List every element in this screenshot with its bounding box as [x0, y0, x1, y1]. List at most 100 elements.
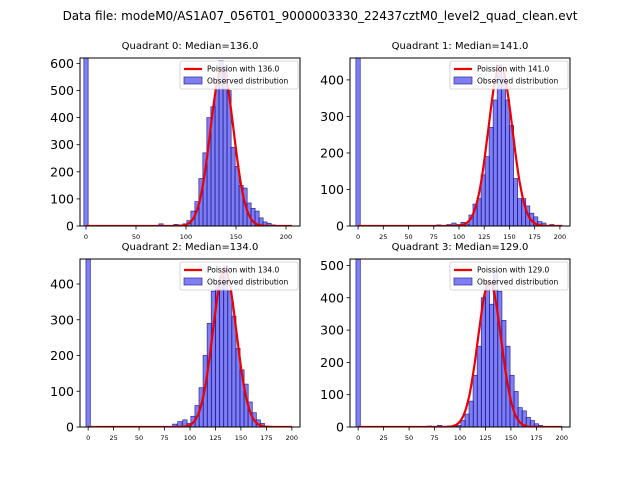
- x-tick-label: 150: [235, 434, 247, 442]
- histogram-bar: [451, 222, 457, 226]
- x-tick-label: 0: [86, 434, 90, 442]
- legend-fit-label: Poission with 134.0: [207, 266, 280, 275]
- histogram-bar: [468, 400, 474, 427]
- panels: Quadrant 0: Median=136.0 0 50 100 150 200 0 100…: [50, 41, 571, 442]
- legend-observed-swatch: [453, 277, 473, 286]
- x-tick-label: 100: [184, 434, 196, 442]
- y-tick-label: 200: [320, 145, 344, 160]
- histogram-bar: [472, 374, 478, 427]
- histogram-bar: [355, 58, 361, 226]
- x-tick-label: 25: [109, 434, 117, 442]
- legend: Poission with 129.0 Observed distribution: [449, 261, 569, 291]
- histogram-bar: [177, 421, 183, 427]
- legend-fit-label: Poission with 136.0: [207, 65, 280, 74]
- y-tick-label: 300: [320, 323, 344, 338]
- histogram-bar: [489, 303, 495, 427]
- axes-frame: [79, 57, 301, 227]
- y-tick-label: 400: [320, 290, 344, 305]
- y-tick-label: 300: [50, 137, 74, 152]
- y-tick-label: 100: [50, 191, 74, 206]
- chart-panel-1: Quadrant 1: Median=141.0 0 25 50 75 100 125 150…: [320, 41, 571, 241]
- y-tick-label: 100: [50, 384, 74, 399]
- y-tick-label: 0: [66, 420, 74, 435]
- x-tick-label: 100: [454, 434, 466, 442]
- legend-box: [179, 60, 299, 90]
- x-tick-label: 0: [84, 233, 88, 241]
- x-tick-label: 200: [280, 233, 292, 241]
- legend-box: [179, 261, 299, 291]
- y-tick-label: 0: [336, 420, 344, 435]
- y-tick-label: 500: [50, 83, 74, 98]
- legend-observed-label: Observed distribution: [477, 77, 558, 86]
- histogram-bar: [484, 281, 491, 427]
- x-tick-label: 175: [260, 434, 272, 442]
- y-tick-label: 300: [320, 109, 344, 124]
- legend-observed-label: Observed distribution: [477, 278, 558, 287]
- histogram-bar: [355, 259, 361, 427]
- y-tick-label: 200: [50, 348, 74, 363]
- legend-box: [449, 60, 569, 90]
- x-tick-label: 25: [379, 233, 387, 241]
- panel-title: Quadrant 1: Median=141.0: [392, 41, 529, 52]
- x-tick-label: 0: [356, 233, 360, 241]
- x-tick-label: 200: [286, 434, 298, 442]
- legend: Poission with 134.0 Observed distribution: [179, 261, 299, 291]
- panel-title: Quadrant 3: Median=129.0: [392, 242, 529, 253]
- y-tick-label: 200: [50, 164, 74, 179]
- x-tick-label: 50: [135, 434, 143, 442]
- legend-observed-label: Observed distribution: [207, 77, 288, 86]
- legend-observed-label: Observed distribution: [207, 278, 288, 287]
- histogram-bar: [219, 276, 225, 427]
- x-tick-label: 25: [379, 434, 387, 442]
- chart-panel-0: Quadrant 0: Median=136.0 0 50 100 150 200 0 100…: [50, 41, 301, 241]
- histogram-bar: [231, 315, 237, 427]
- x-tick-label: 150: [503, 233, 515, 241]
- histogram-bar: [464, 413, 470, 427]
- y-tick-label: 0: [336, 219, 344, 234]
- y-tick-label: 200: [320, 355, 344, 370]
- x-tick-label: 75: [430, 434, 438, 442]
- x-tick-label: 125: [478, 233, 490, 241]
- legend-fit-label: Poission with 141.0: [477, 65, 550, 74]
- x-tick-label: 150: [230, 233, 242, 241]
- y-tick-label: 0: [66, 219, 74, 234]
- chart-panel-3: Quadrant 3: Median=129.0 0 25 50 75 100 125 150…: [320, 242, 571, 442]
- poisson-fit-line: [358, 280, 562, 427]
- legend-observed-swatch: [453, 76, 473, 85]
- legend: Poission with 136.0 Observed distribution: [179, 60, 299, 90]
- y-tick-label: 400: [320, 72, 344, 87]
- legend: Poission with 141.0 Observed distribution: [449, 60, 569, 90]
- histogram-bar: [460, 420, 466, 427]
- x-tick-label: 200: [556, 434, 568, 442]
- legend-box: [449, 261, 569, 291]
- x-tick-label: 75: [430, 233, 438, 241]
- x-tick-label: 50: [404, 233, 412, 241]
- y-tick-label: 400: [50, 110, 74, 125]
- x-tick-label: 125: [479, 434, 491, 442]
- y-tick-label: 600: [50, 56, 74, 71]
- y-tick-label: 300: [50, 312, 74, 327]
- y-tick-label: 500: [320, 258, 344, 273]
- axes-frame: [349, 57, 571, 227]
- x-tick-label: 200: [554, 233, 566, 241]
- x-tick-label: 125: [209, 434, 221, 442]
- legend-observed-swatch: [183, 76, 203, 85]
- x-tick-label: 100: [453, 233, 465, 241]
- legend-observed-swatch: [183, 277, 203, 286]
- histogram-bar: [83, 58, 89, 226]
- poisson-fit-line: [358, 64, 562, 226]
- x-tick-label: 0: [356, 434, 360, 442]
- x-tick-label: 75: [160, 434, 168, 442]
- figure-title: Data file: modeM0/AS1A07_056T01_90000033…: [63, 9, 578, 23]
- x-tick-label: 100: [180, 233, 192, 241]
- x-tick-label: 50: [132, 233, 140, 241]
- panel-title: Quadrant 0: Median=136.0: [122, 41, 259, 52]
- x-tick-label: 175: [530, 434, 542, 442]
- chart-panel-2: Quadrant 2: Median=134.0 0 25 50 75 100 125 150…: [50, 242, 301, 442]
- histogram-bar: [227, 290, 233, 427]
- legend-fit-label: Poission with 129.0: [477, 266, 550, 275]
- histogram-bar: [513, 391, 519, 427]
- histogram-bar: [476, 345, 482, 427]
- poisson-fit-line: [86, 67, 292, 226]
